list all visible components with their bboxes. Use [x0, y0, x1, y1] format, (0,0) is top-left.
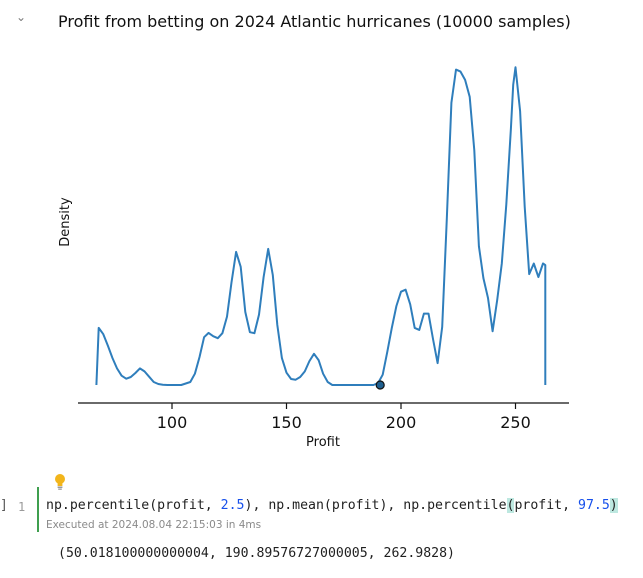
mean-marker [375, 380, 385, 390]
x-axis: 100 150 200 250 [78, 402, 569, 432]
density-line [95, 66, 547, 386]
code-token: np.percentile(profit, [46, 498, 221, 513]
code-number: 97.5 [578, 498, 610, 513]
y-axis-label: Density [58, 197, 73, 247]
cell-status-bar [37, 487, 39, 532]
x-axis-label: Profit [306, 435, 340, 450]
collapse-output-toggle-icon[interactable]: ⌄ [15, 10, 27, 24]
cell-output: (50.018100000000004, 190.89576727000005,… [58, 546, 455, 561]
matched-paren-open: ( [506, 498, 515, 513]
lightbulb-icon[interactable] [54, 473, 66, 491]
line-number: 1 [18, 500, 26, 514]
code-token: ), np.mean(profit), np.percentile [244, 498, 507, 513]
x-tick-label: 250 [500, 413, 531, 432]
x-tick-label: 200 [386, 413, 417, 432]
chart-title: Profit from betting on 2024 Atlantic hur… [58, 12, 571, 31]
execution-info: Executed at 2024.08.04 22:15:03 in 4ms [46, 519, 262, 531]
cell-bracket: ] [0, 498, 8, 513]
matched-paren-close: ) [609, 498, 618, 513]
code-number: 2.5 [220, 498, 245, 513]
density-chart: 100 150 200 250 Density Profit [58, 66, 569, 450]
code-token: profit, [514, 498, 578, 513]
x-tick-label: 150 [271, 413, 302, 432]
code-editor-line[interactable]: np.percentile(profit, 2.5), np.mean(prof… [46, 498, 618, 513]
x-tick-label: 100 [157, 413, 188, 432]
plot-area [95, 66, 547, 390]
